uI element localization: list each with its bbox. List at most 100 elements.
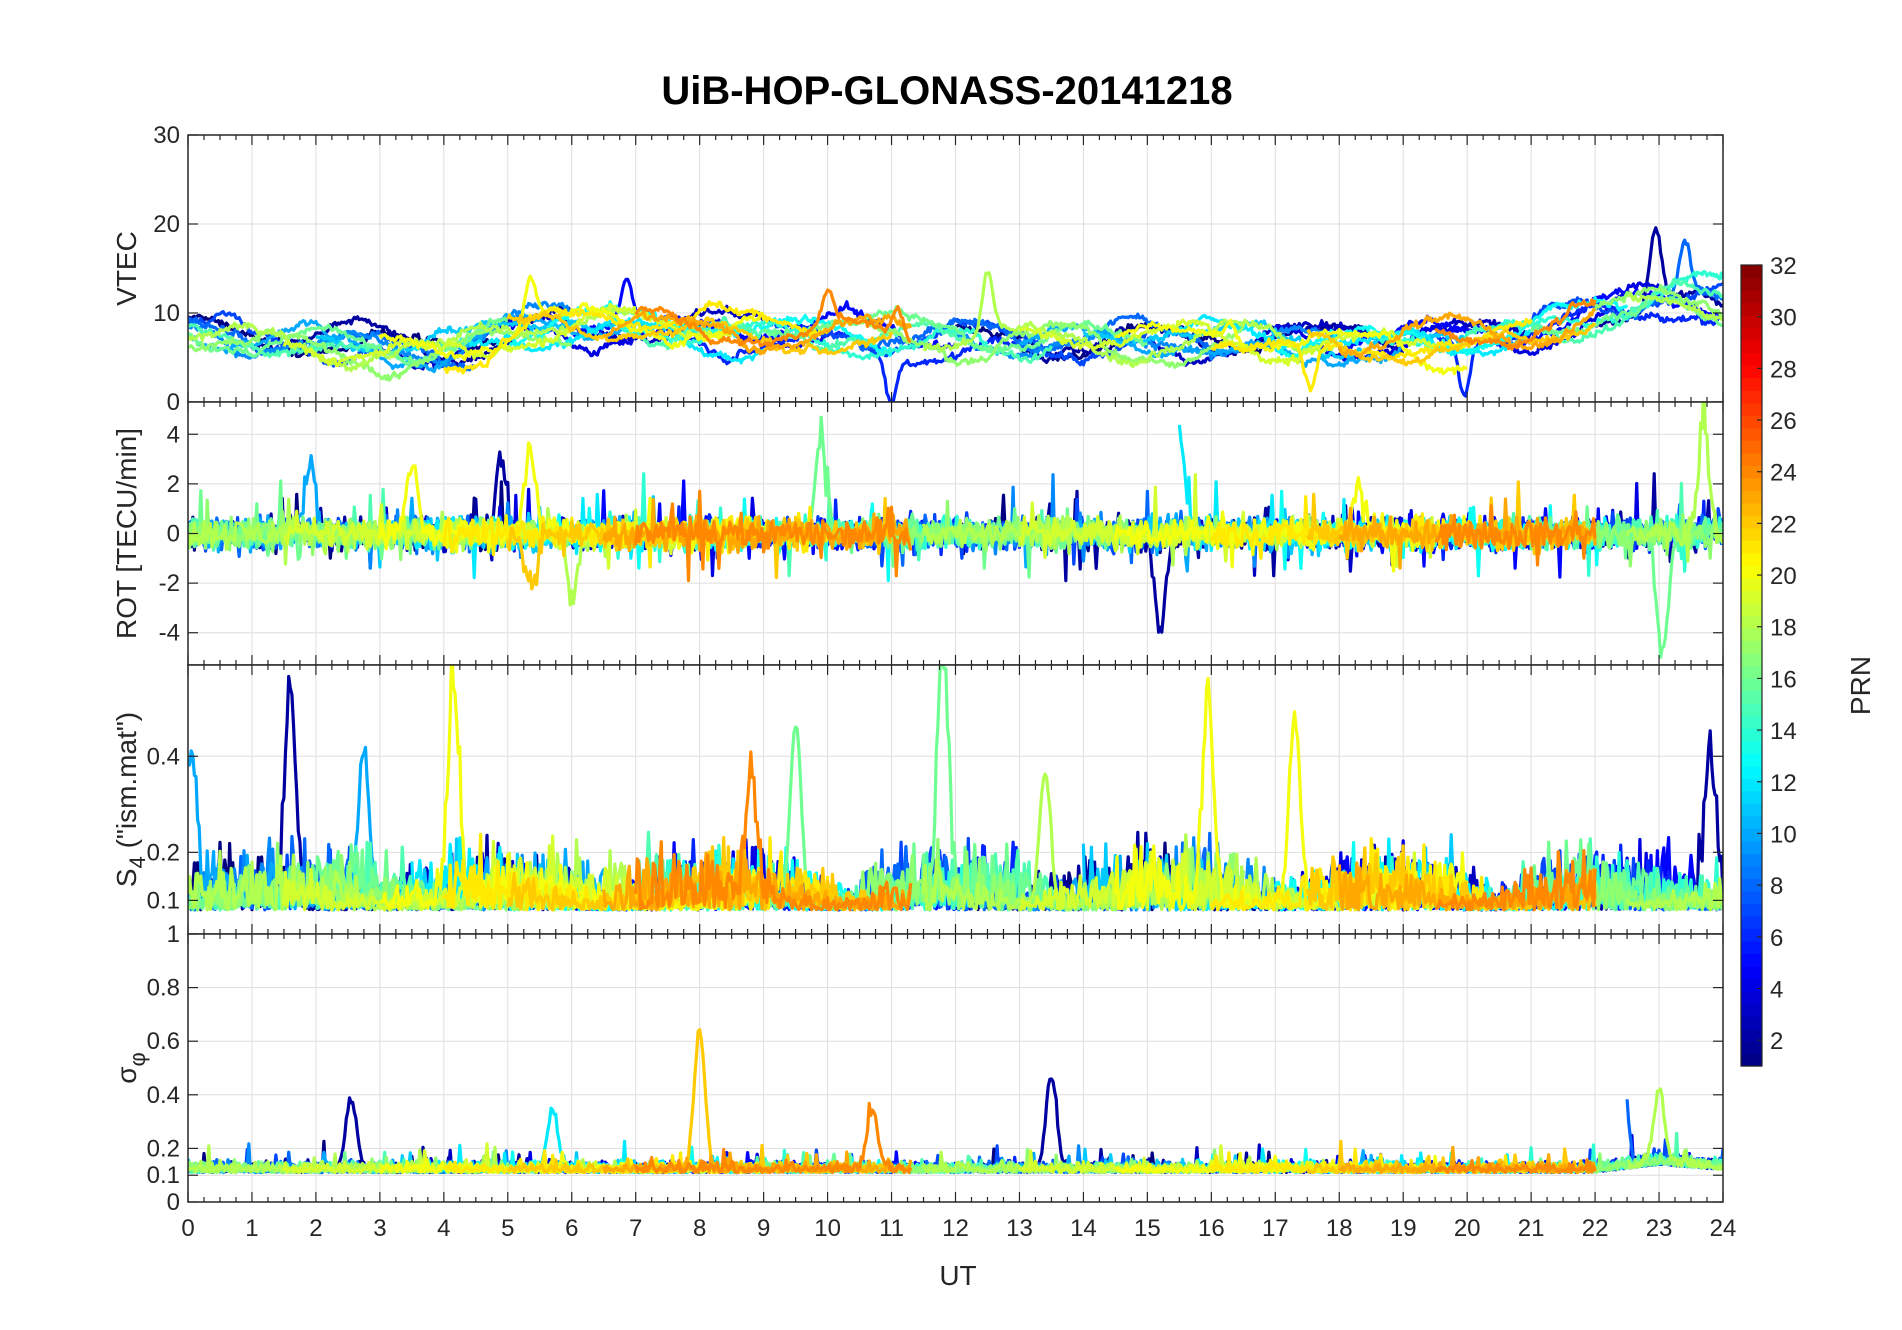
rot-series-prn-24-seg-0 — [634, 489, 913, 583]
colorbar-band — [1741, 277, 1762, 291]
colorbar-band — [1741, 527, 1762, 541]
sigma_phi-y-axis-label: σφ — [111, 1052, 150, 1084]
vtec-series-prn-17-seg-0 — [188, 326, 572, 382]
sigma_phi-series-prn-18-seg-2 — [1626, 1087, 1723, 1171]
colorbar-band — [1741, 1015, 1762, 1030]
colorbar-band — [1741, 715, 1762, 729]
vtec-series-prn-22-seg-1 — [1306, 322, 1597, 367]
vtec-y-axis-label: VTEC — [111, 231, 142, 306]
colorbar-tick-label: 22 — [1770, 511, 1797, 538]
colorbar-band — [1741, 1028, 1762, 1042]
colorbar-band — [1741, 615, 1762, 629]
colorbar-band — [1741, 502, 1762, 516]
colorbar-tick-label: 30 — [1770, 305, 1797, 332]
colorbar-tick-label: 32 — [1770, 253, 1797, 280]
rot-series-prn-24-seg-1 — [1434, 504, 1597, 567]
colorbar-tick-label: 4 — [1770, 976, 1783, 1003]
x-tick-label: 9 — [757, 1215, 770, 1242]
x-tick-label: 14 — [1070, 1215, 1097, 1242]
sigma_phi-y-tick-label: 0.6 — [147, 1028, 180, 1055]
s4-series-prn-24-seg-1 — [1434, 848, 1597, 912]
rot-y-tick-label: -4 — [159, 620, 180, 647]
x-tick-label: 24 — [1710, 1215, 1737, 1242]
colorbar-band — [1741, 690, 1762, 704]
x-tick-label: 6 — [565, 1215, 578, 1242]
colorbar-band — [1741, 678, 1762, 692]
colorbar-band — [1741, 890, 1762, 904]
colorbar-band — [1741, 953, 1762, 967]
colorbar-band — [1741, 965, 1762, 979]
s4-y-ticks: 0.1 0.2 0.4 — [147, 743, 1723, 914]
colorbar-band — [1741, 540, 1762, 554]
s4-series-prn-18-seg-2 — [1625, 877, 1723, 912]
vtec-series-prn-24-seg-1 — [1434, 298, 1597, 351]
colorbar-band — [1741, 402, 1762, 416]
colorbar-band — [1741, 315, 1762, 329]
colorbar-band — [1741, 665, 1762, 679]
sigma_phi-series-prn-22-seg-0 — [507, 1028, 893, 1175]
x-tick-label: 13 — [1006, 1215, 1033, 1242]
colorbar-band — [1741, 865, 1762, 879]
rot-y-tick-label: 4 — [167, 421, 180, 448]
chart-title: UiB-HOP-GLONASS-20141218 — [661, 69, 1232, 113]
colorbar-band — [1741, 352, 1762, 366]
colorbar-band — [1741, 728, 1762, 742]
vtec-series-prn-17-seg-1 — [859, 318, 1245, 369]
s4-x-ticks — [187, 665, 1724, 934]
colorbar-band — [1741, 390, 1762, 404]
sigma_phi-y-tick-label: 1 — [167, 921, 180, 948]
colorbar-band — [1741, 627, 1762, 642]
colorbar-tick-label: 6 — [1770, 925, 1783, 952]
vtec-series-prn-16-seg-0 — [188, 316, 508, 366]
colorbar-band — [1741, 803, 1762, 817]
sigma_phi-y-tick-label: 0.8 — [147, 975, 180, 1002]
sigma_phi-y-tick-label: 0.4 — [147, 1082, 180, 1109]
colorbar-band — [1741, 778, 1762, 792]
colorbar-band — [1741, 290, 1762, 304]
vtec-series-prn-20-seg-0 — [378, 274, 765, 362]
rot-y-axis-label: ROT [TECU/min] — [111, 428, 142, 639]
colorbar-label: PRN — [1845, 656, 1876, 715]
colorbar-band — [1741, 452, 1762, 466]
sigma_phi-series-prn-24-seg-0 — [634, 1101, 913, 1175]
colorbar-tick-label: 24 — [1770, 460, 1797, 487]
x-tick-label: 7 — [629, 1215, 642, 1242]
colorbar-tick-label: 20 — [1770, 563, 1797, 590]
x-tick-label: 3 — [373, 1215, 386, 1242]
colorbar-band — [1741, 703, 1762, 717]
colorbar-band — [1741, 1003, 1762, 1017]
vtec-series-prn-23-seg-0 — [603, 308, 913, 356]
colorbar-band — [1741, 415, 1762, 429]
colorbar-band — [1741, 928, 1762, 942]
x-tick-labels: 0 1 2 3 4 5 6 7 8 9 10 11 12 13 14 15 16 17 18 19 20 21 22 23 24 — [181, 1215, 1736, 1242]
vtec-series-prn-10-seg-1 — [1019, 323, 1405, 368]
s4-y-tick-label: 0.1 — [147, 887, 180, 914]
x-tick-label: 2 — [309, 1215, 322, 1242]
x-tick-label: 17 — [1262, 1215, 1289, 1242]
colorbar-band — [1741, 765, 1762, 779]
colorbar-tick-label: 2 — [1770, 1028, 1783, 1055]
colorbar-band — [1741, 1040, 1762, 1055]
rot-y-tick-label: 2 — [167, 471, 180, 498]
colorbar-band — [1741, 640, 1762, 654]
x-tick-label: 5 — [501, 1215, 514, 1242]
colorbar-band — [1741, 602, 1762, 617]
rot-series-prn-18-seg-2 — [1625, 402, 1723, 563]
colorbar-band — [1741, 753, 1762, 767]
sigma_phi-y-tick-label: 0.1 — [147, 1162, 180, 1189]
rot-series — [188, 402, 1723, 659]
colorbar-tick-label: 8 — [1770, 873, 1783, 900]
colorbar-band — [1741, 427, 1762, 441]
colorbar-band — [1741, 828, 1762, 842]
colorbar-band — [1741, 465, 1762, 479]
rot-y-tick-label: 0 — [167, 521, 180, 548]
x-tick-label: 10 — [814, 1215, 841, 1242]
s4-y-tick-label: 0.2 — [147, 839, 180, 866]
vtec-series-prn-21-seg-0 — [443, 300, 829, 375]
vtec-y-tick-label: 10 — [153, 300, 180, 327]
colorbar-band — [1741, 327, 1762, 341]
colorbar-band — [1741, 1053, 1762, 1067]
rot-y-ticks: -4 -2 0 2 4 — [159, 421, 1723, 647]
